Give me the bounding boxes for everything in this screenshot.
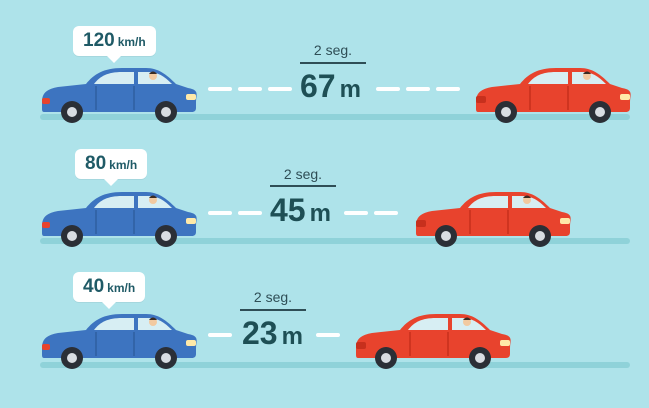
dash [208, 87, 232, 91]
dash [436, 87, 460, 91]
dash [208, 333, 232, 337]
distance-label-1: 67 m [300, 68, 361, 105]
speed-value-3: 40 [83, 276, 105, 297]
speed-bubble-1: 120 km/h [73, 26, 156, 63]
blue-car-2 [41, 191, 198, 248]
red-car-3 [355, 313, 512, 370]
time-underline-1 [300, 62, 366, 64]
time-underline-2 [270, 185, 336, 187]
speed-bubble-3: 40 km/h [73, 272, 146, 309]
speed-unit-1: km/h [117, 35, 146, 49]
distance-value-3: 23 [242, 315, 278, 351]
time-label-3: 2 seg. [253, 289, 293, 305]
time-label-1: 2 seg. [313, 42, 353, 58]
dash [374, 211, 398, 215]
time-underline-3 [240, 309, 306, 311]
speed-unit-3: km/h [107, 281, 136, 295]
dash [238, 211, 262, 215]
dash [238, 87, 262, 91]
road-1 [40, 114, 630, 120]
distance-unit-1: m [339, 76, 361, 103]
blue-car-1 [41, 67, 198, 124]
dash [406, 87, 430, 91]
speed-value-1: 120 [83, 30, 115, 51]
blue-car-3 [41, 313, 198, 370]
distance-unit-2: m [309, 200, 331, 227]
road-2 [40, 238, 630, 244]
red-car-1 [475, 67, 632, 124]
dash [344, 211, 368, 215]
distance-value-1: 67 [300, 68, 336, 104]
red-car-2 [415, 191, 572, 248]
time-label-2: 2 seg. [283, 166, 323, 182]
speed-value-2: 80 [85, 153, 107, 174]
distance-label-2: 45 m [270, 192, 331, 229]
speed-bubble-2: 80 km/h [75, 149, 148, 186]
road-3 [40, 362, 630, 368]
distance-unit-3: m [281, 323, 303, 350]
distance-value-2: 45 [270, 192, 306, 228]
dash [208, 211, 232, 215]
dash [376, 87, 400, 91]
distance-label-3: 23 m [242, 315, 303, 352]
speed-unit-2: km/h [109, 158, 138, 172]
dash [316, 333, 340, 337]
dash [268, 87, 292, 91]
